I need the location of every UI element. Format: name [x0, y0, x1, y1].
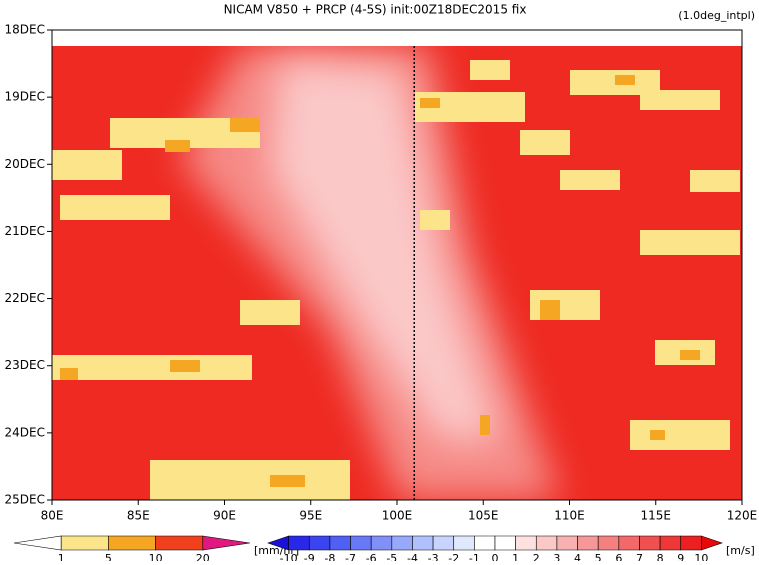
colorbar-segment: [350, 535, 372, 551]
field-band: [270, 60, 500, 440]
colorbar-unit: [m/s]: [726, 544, 755, 557]
colorbar-label: -4: [407, 552, 418, 561]
colorbar-segment: [639, 535, 661, 551]
colorbar-segment: [108, 535, 156, 551]
colorbar-label: 1: [58, 552, 65, 561]
colorbar-label: -9: [304, 552, 315, 561]
colorbar-label: 10: [694, 552, 708, 561]
colorbar-segment: [597, 535, 620, 551]
colorbar-label: 2: [533, 552, 540, 561]
colorbar-segment: [453, 535, 475, 551]
y-tick-label: 22DEC: [5, 291, 45, 305]
colorbar-label: 3: [553, 552, 560, 561]
colorbar-label: -6: [366, 552, 377, 561]
field: [52, 46, 742, 500]
colorbar-label: 8: [657, 552, 664, 561]
colorbar-label: 5: [105, 552, 112, 561]
colorbar-segment: [680, 535, 702, 551]
y-tick-label: 19DEC: [5, 90, 45, 104]
colorbar-label: 4: [574, 552, 581, 561]
colorbar-segment: [13, 535, 62, 551]
colorbar-segment: [556, 535, 578, 551]
colorbar-label: -8: [324, 552, 335, 561]
y-tick-label: 18DEC: [5, 23, 45, 37]
colorbar-segment: [202, 535, 251, 551]
colorbar-segment: [370, 535, 393, 551]
x-tick-label: 120E: [727, 509, 758, 523]
colorbar-label: -1: [469, 552, 480, 561]
colorbar-label: -3: [428, 552, 439, 561]
colorbar-label: 6: [615, 552, 622, 561]
y-tick-label: 20DEC: [5, 157, 45, 171]
y-tick-label: 21DEC: [5, 224, 45, 238]
precip-patches: [60, 75, 700, 487]
x-tick-label: 110E: [554, 509, 585, 523]
chart-title: NICAM V850 + PRCP (4-5S) init:00Z18DEC20…: [224, 3, 527, 17]
colorbar-segment: [659, 535, 682, 551]
colorbar-label: 20: [196, 552, 210, 561]
x-tick-label: 100E: [382, 509, 413, 523]
colorbar-segment: [494, 535, 516, 551]
colorbar-segment: [60, 535, 109, 551]
colorbar-label: -5: [386, 552, 397, 561]
colorbar-segment: [155, 535, 204, 551]
colorbar-segment: [474, 535, 496, 551]
chart-subtitle: (1.0deg_intpl): [678, 9, 755, 22]
x-tick-label: 85E: [127, 509, 150, 523]
y-tick-label: 25DEC: [5, 493, 45, 507]
colorbar-segment: [515, 535, 537, 551]
x-tick-label: 115E: [641, 509, 672, 523]
colorbar-label: 7: [636, 552, 643, 561]
colorbar-label: -10: [280, 552, 298, 561]
colorbar-segment: [577, 535, 599, 551]
y-tick-label: 24DEC: [5, 425, 45, 439]
colorbar-segment: [618, 535, 640, 551]
x-tick-label: 80E: [41, 509, 64, 523]
x-tick-label: 105E: [468, 509, 499, 523]
colorbar-segment: [391, 535, 413, 551]
colorbar-label: -2: [448, 552, 459, 561]
precip-patches: [52, 60, 740, 500]
x-tick-label: 90E: [213, 509, 236, 523]
y-tick-label: 23DEC: [5, 358, 45, 372]
colorbar-segment: [701, 535, 723, 551]
colorbar-label: -7: [345, 552, 356, 561]
colorbar-label: 5: [595, 552, 602, 561]
colorbar-label: 0: [492, 552, 499, 561]
colorbar-label: 1: [512, 552, 519, 561]
colorbar-segment: [329, 535, 351, 551]
colorbar-label: 10: [149, 552, 163, 561]
colorbar-segment: [412, 535, 434, 551]
x-tick-label: 95E: [299, 509, 322, 523]
colorbar-label: 9: [677, 552, 684, 561]
colorbar-segment: [288, 535, 310, 551]
colorbar-segment: [535, 535, 558, 551]
colorbar-segment: [432, 535, 455, 551]
colorbar-segment: [308, 535, 331, 551]
